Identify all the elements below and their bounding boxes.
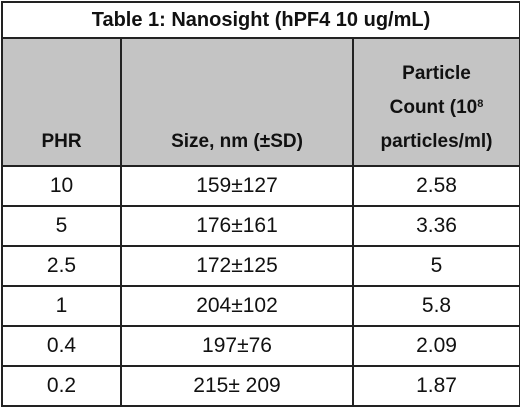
- table-cell: 5: [1, 205, 122, 247]
- table-row: 10 159±127 2.58: [1, 165, 520, 207]
- table-row: 5 176±161 3.36: [1, 205, 520, 247]
- table-cell: 5: [352, 245, 520, 287]
- table-cell: 3.36: [352, 205, 520, 247]
- table-cell: 0.2: [1, 365, 122, 407]
- table-cell: 1: [1, 285, 122, 327]
- table-row: 2.5 172±125 5: [1, 245, 520, 287]
- table-cell: 0.4: [1, 325, 122, 367]
- header-text: Count (10: [389, 97, 478, 118]
- table-cell: 204±102: [120, 285, 354, 327]
- table-cell: 176±161: [120, 205, 354, 247]
- table-cell: 5.8: [352, 285, 520, 327]
- header-cell: Particle Count (108 particles/ml): [352, 37, 520, 167]
- table-cell: 197±76: [120, 325, 354, 367]
- table-cell: 172±125: [120, 245, 354, 287]
- header-row: PHR Size, nm (±SD) Particle Count (108 p…: [1, 37, 520, 167]
- header-text: Particle: [402, 63, 471, 84]
- header-cell: Size, nm (±SD): [120, 37, 354, 167]
- table-cell: 159±127: [120, 165, 354, 207]
- header-cell: PHR: [1, 37, 122, 167]
- header-text: particles/ml): [380, 131, 493, 152]
- table-cell: 1.87: [352, 365, 520, 407]
- table-row: 0.2 215± 209 1.87: [1, 365, 520, 407]
- table-cell: 215± 209: [120, 365, 354, 407]
- table-cell: 2.58: [352, 165, 520, 207]
- table-row: 0.4 197±76 2.09: [1, 325, 520, 367]
- table-title: Table 1: Nanosight (hPF4 10 ug/mL): [1, 1, 520, 39]
- table-cell: 2.5: [1, 245, 122, 287]
- table-cell: 10: [1, 165, 122, 207]
- table-cell: 2.09: [352, 325, 520, 367]
- table-row: 1 204±102 5.8: [1, 285, 520, 327]
- title-row: Table 1: Nanosight (hPF4 10 ug/mL): [1, 1, 520, 39]
- header-exponent: 8: [477, 98, 484, 110]
- table-body: 10 159±127 2.58 5 176±161 3.36 2.5 172±125 5 1 204…: [1, 165, 520, 407]
